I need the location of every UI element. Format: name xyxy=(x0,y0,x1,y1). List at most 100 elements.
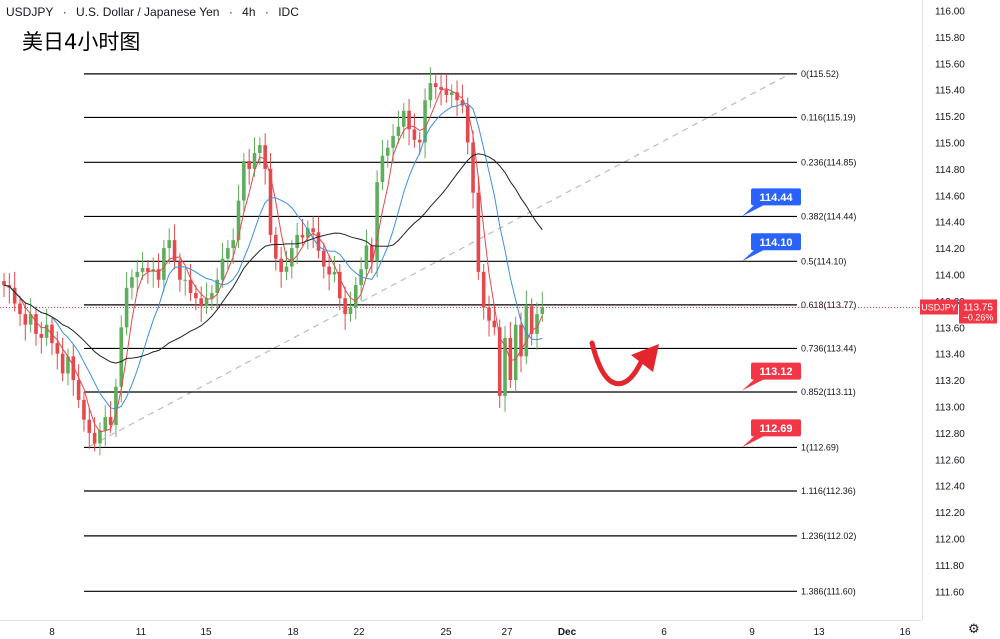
candle-body[interactable] xyxy=(343,298,347,315)
candle-body[interactable] xyxy=(295,234,299,249)
candle-body[interactable] xyxy=(401,110,406,127)
candle-body[interactable] xyxy=(433,83,438,88)
symbol-price-tag[interactable] xyxy=(920,299,958,315)
candle-body[interactable] xyxy=(12,287,17,304)
candle-body[interactable] xyxy=(306,228,310,238)
candle-body[interactable] xyxy=(316,232,321,251)
candle-body[interactable] xyxy=(130,277,134,288)
candle-body[interactable] xyxy=(39,333,44,338)
candle-body[interactable] xyxy=(353,285,358,308)
candle-body[interactable] xyxy=(444,89,449,95)
candle-body[interactable] xyxy=(71,356,76,381)
candle-body[interactable] xyxy=(385,147,390,156)
candle-body[interactable] xyxy=(513,324,518,381)
price-callout-box[interactable] xyxy=(751,362,801,380)
candle-body[interactable] xyxy=(60,353,65,374)
candle-body[interactable] xyxy=(172,240,177,262)
candle-body[interactable] xyxy=(407,110,411,130)
candle-body[interactable] xyxy=(487,307,491,321)
candle-body[interactable] xyxy=(348,307,353,315)
candle-body[interactable] xyxy=(519,324,523,357)
price-callout-box[interactable] xyxy=(751,233,801,251)
candle-body[interactable] xyxy=(322,250,326,267)
candle-body[interactable] xyxy=(204,298,209,307)
candle-body[interactable] xyxy=(156,269,161,280)
candle-body[interactable] xyxy=(124,287,129,328)
trend-line[interactable] xyxy=(89,73,791,447)
chart-interval[interactable]: 4h xyxy=(242,5,256,19)
candle-body[interactable] xyxy=(98,430,102,444)
candle-body[interactable] xyxy=(226,248,230,259)
candle-body[interactable] xyxy=(23,314,28,325)
candle-body[interactable] xyxy=(268,168,273,235)
candle-body[interactable] xyxy=(34,314,38,334)
candle-body[interactable] xyxy=(460,100,465,106)
candle-body[interactable] xyxy=(380,155,385,183)
candle-body[interactable] xyxy=(327,266,331,275)
candle-body[interactable] xyxy=(76,380,81,400)
candle-body[interactable] xyxy=(50,324,54,344)
candle-body[interactable] xyxy=(476,192,481,272)
candle-body[interactable] xyxy=(92,432,97,444)
candle-body[interactable] xyxy=(284,266,289,272)
candle-body[interactable] xyxy=(258,145,262,154)
candle-body[interactable] xyxy=(87,419,92,433)
candle-body[interactable] xyxy=(290,248,294,267)
candle-body[interactable] xyxy=(194,292,198,299)
candle-body[interactable] xyxy=(220,258,225,280)
candle-body[interactable] xyxy=(242,160,246,201)
candle-body[interactable] xyxy=(332,271,337,275)
candle-body[interactable] xyxy=(236,200,241,241)
candle-body[interactable] xyxy=(524,306,529,357)
candle-body[interactable] xyxy=(412,129,417,140)
candle-body[interactable] xyxy=(497,327,502,396)
candle-body[interactable] xyxy=(540,307,545,315)
gear-icon[interactable]: ⚙ xyxy=(968,622,980,637)
candle-body[interactable] xyxy=(103,417,108,431)
candle-body[interactable] xyxy=(82,399,86,420)
current-price-badge[interactable] xyxy=(959,299,997,324)
candle-body[interactable] xyxy=(481,271,486,308)
candle-body[interactable] xyxy=(364,245,369,270)
candle-body[interactable] xyxy=(311,228,315,233)
candle-body[interactable] xyxy=(140,267,145,272)
candle-body[interactable] xyxy=(529,306,534,334)
candle-body[interactable] xyxy=(28,314,33,325)
candle-body[interactable] xyxy=(417,139,422,143)
candle-body[interactable] xyxy=(300,234,305,238)
candle-body[interactable] xyxy=(2,281,6,286)
candle-body[interactable] xyxy=(369,245,374,262)
candle-body[interactable] xyxy=(455,92,459,101)
candle-body[interactable] xyxy=(252,153,257,169)
candle-body[interactable] xyxy=(439,87,443,90)
candle-body[interactable] xyxy=(535,314,539,334)
candle-body[interactable] xyxy=(178,261,182,280)
candle-body[interactable] xyxy=(215,279,219,293)
candle-body[interactable] xyxy=(55,343,60,354)
candle-body[interactable] xyxy=(44,324,49,338)
candle-body[interactable] xyxy=(188,279,193,293)
candle-body[interactable] xyxy=(210,292,214,299)
candle-body[interactable] xyxy=(471,142,475,193)
candle-body[interactable] xyxy=(114,386,118,425)
candle-body[interactable] xyxy=(108,417,113,425)
candle-body[interactable] xyxy=(263,145,267,169)
price-callout-box[interactable] xyxy=(751,419,801,437)
candle-body[interactable] xyxy=(279,258,283,272)
candle-body[interactable] xyxy=(231,240,235,249)
candle-body[interactable] xyxy=(146,267,150,272)
symbol-ticker[interactable]: USDJPY xyxy=(6,5,54,19)
candle-body[interactable] xyxy=(423,100,427,143)
candle-body[interactable] xyxy=(135,271,140,278)
candle-body[interactable] xyxy=(162,248,166,280)
candle-body[interactable] xyxy=(375,182,379,262)
candle-body[interactable] xyxy=(274,234,278,259)
candle-body[interactable] xyxy=(465,105,470,143)
candle-body[interactable] xyxy=(247,160,251,169)
candle-body[interactable] xyxy=(66,356,70,374)
candle-body[interactable] xyxy=(199,298,204,307)
candle-body[interactable] xyxy=(503,337,507,396)
candle-body[interactable] xyxy=(492,320,497,328)
candle-body[interactable] xyxy=(167,240,172,249)
